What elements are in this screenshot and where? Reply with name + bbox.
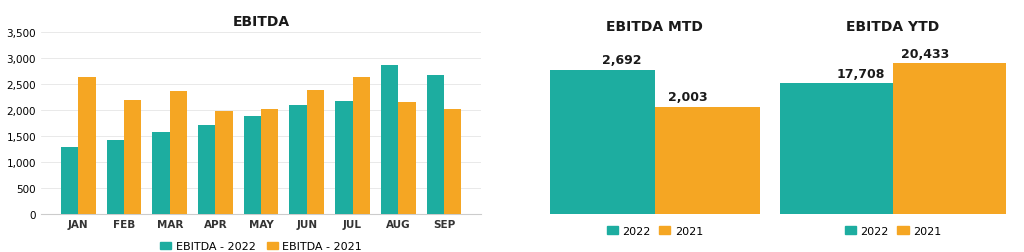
Bar <box>335 101 352 214</box>
Legend: EBITDA - 2022, EBITDA - 2021: EBITDA - 2022, EBITDA - 2021 <box>156 237 367 252</box>
Bar <box>261 110 279 214</box>
Bar <box>79 77 95 214</box>
Bar <box>106 141 124 214</box>
Text: 17,708: 17,708 <box>837 68 885 81</box>
Bar <box>61 148 79 214</box>
Bar <box>215 112 232 214</box>
Title: EBITDA YTD: EBITDA YTD <box>846 20 940 34</box>
Bar <box>550 70 655 214</box>
Text: 2,692: 2,692 <box>602 54 642 67</box>
Bar <box>198 125 215 214</box>
Legend: 2022, 2021: 2022, 2021 <box>602 222 708 240</box>
Text: 2,003: 2,003 <box>668 91 708 104</box>
Bar <box>244 116 261 214</box>
Bar <box>398 102 416 214</box>
Bar <box>153 132 170 214</box>
Bar <box>307 90 325 214</box>
Bar <box>170 91 187 214</box>
Bar <box>124 101 141 214</box>
Bar <box>290 106 307 214</box>
Bar <box>655 107 760 214</box>
Bar <box>352 77 370 214</box>
Bar <box>443 110 461 214</box>
Title: EBITDA: EBITDA <box>232 15 290 29</box>
Text: 20,433: 20,433 <box>901 48 949 61</box>
Title: EBITDA MTD: EBITDA MTD <box>606 20 703 34</box>
Bar <box>381 66 398 214</box>
Bar <box>780 84 893 214</box>
Legend: 2022, 2021: 2022, 2021 <box>840 222 946 240</box>
Bar <box>893 64 1006 214</box>
Bar <box>427 75 443 214</box>
